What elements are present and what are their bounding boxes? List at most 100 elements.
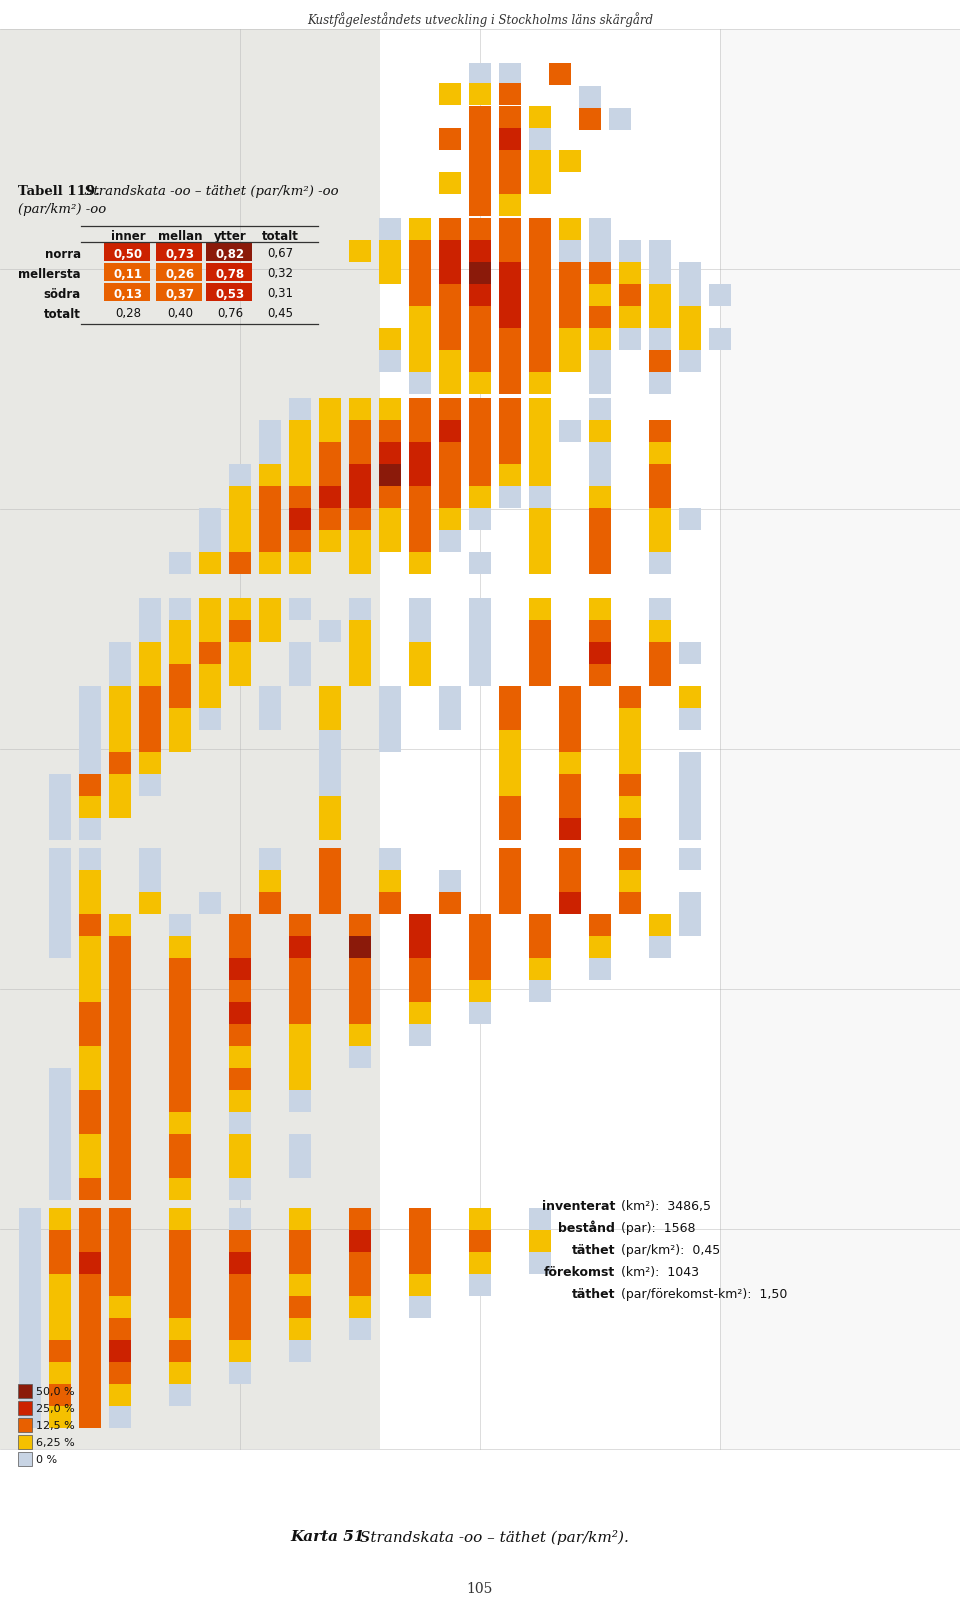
Bar xyxy=(439,687,461,708)
Bar xyxy=(109,1112,131,1135)
Bar xyxy=(79,1003,101,1024)
Bar xyxy=(469,194,491,217)
Bar xyxy=(18,1435,32,1449)
Bar xyxy=(439,465,461,486)
Bar xyxy=(139,664,161,687)
Bar xyxy=(49,892,71,915)
Bar xyxy=(109,1069,131,1090)
Text: (par):  1568: (par): 1568 xyxy=(617,1221,695,1234)
Bar xyxy=(289,599,311,621)
Bar xyxy=(549,64,571,87)
Bar xyxy=(259,849,281,870)
Bar xyxy=(139,775,161,796)
Bar xyxy=(79,819,101,841)
Bar xyxy=(499,241,521,263)
Bar xyxy=(619,307,641,329)
Bar xyxy=(529,981,551,1003)
Bar xyxy=(559,819,581,841)
Bar xyxy=(529,642,551,664)
Bar xyxy=(169,1231,191,1252)
Text: totalt: totalt xyxy=(261,230,299,242)
Bar xyxy=(109,1274,131,1297)
Bar xyxy=(529,329,551,351)
Bar xyxy=(439,421,461,443)
Bar xyxy=(109,687,131,708)
Bar xyxy=(109,936,131,958)
Bar xyxy=(409,307,431,329)
Bar xyxy=(19,1318,41,1340)
Bar xyxy=(229,1069,251,1090)
Bar xyxy=(79,1156,101,1178)
Bar xyxy=(79,1384,101,1406)
Bar xyxy=(289,1090,311,1112)
Bar xyxy=(109,1178,131,1201)
Bar xyxy=(289,1252,311,1274)
Bar xyxy=(469,1209,491,1231)
Bar xyxy=(409,218,431,241)
Bar xyxy=(409,509,431,531)
Bar xyxy=(559,687,581,708)
Bar xyxy=(619,819,641,841)
Bar xyxy=(156,244,202,262)
Bar xyxy=(559,775,581,796)
Bar xyxy=(109,775,131,796)
Bar xyxy=(319,398,341,421)
Bar xyxy=(589,351,611,372)
Bar xyxy=(589,465,611,486)
Bar xyxy=(289,1003,311,1024)
Bar xyxy=(409,531,431,552)
Bar xyxy=(199,552,221,575)
Bar xyxy=(529,421,551,443)
Bar xyxy=(109,753,131,775)
Bar xyxy=(169,1090,191,1112)
Bar xyxy=(319,730,341,753)
Text: 0,40: 0,40 xyxy=(167,307,193,321)
Bar xyxy=(379,421,401,443)
Bar xyxy=(349,599,371,621)
Bar xyxy=(529,599,551,621)
Text: 50,0 %: 50,0 % xyxy=(36,1387,75,1396)
Bar xyxy=(169,1003,191,1024)
Bar xyxy=(79,1209,101,1231)
Bar xyxy=(709,284,731,307)
Bar xyxy=(229,1252,251,1274)
Bar xyxy=(379,531,401,552)
Text: 0,76: 0,76 xyxy=(217,307,243,321)
Bar xyxy=(499,730,521,753)
Bar xyxy=(559,263,581,284)
Bar xyxy=(49,1156,71,1178)
Bar xyxy=(409,351,431,372)
Bar xyxy=(349,552,371,575)
Bar xyxy=(499,421,521,443)
Bar xyxy=(379,708,401,730)
Bar xyxy=(409,241,431,263)
Bar xyxy=(79,849,101,870)
Bar xyxy=(529,1252,551,1274)
Text: 0,67: 0,67 xyxy=(267,247,293,260)
Bar xyxy=(679,509,701,531)
Bar xyxy=(49,1252,71,1274)
Bar xyxy=(199,509,221,531)
Bar xyxy=(169,1340,191,1363)
Bar xyxy=(469,241,491,263)
Text: 0,78: 0,78 xyxy=(215,268,245,281)
Bar xyxy=(199,708,221,730)
Bar xyxy=(19,1340,41,1363)
Bar xyxy=(559,753,581,775)
Bar xyxy=(19,1252,41,1274)
Bar xyxy=(469,263,491,284)
Bar xyxy=(679,708,701,730)
Bar xyxy=(499,870,521,892)
Bar xyxy=(439,173,461,194)
Text: 0,82: 0,82 xyxy=(215,247,245,260)
Bar xyxy=(499,753,521,775)
Bar xyxy=(79,1024,101,1046)
Text: mellersta: mellersta xyxy=(18,268,81,281)
Bar xyxy=(499,443,521,465)
Bar xyxy=(319,465,341,486)
Bar xyxy=(379,687,401,708)
Bar xyxy=(49,1384,71,1406)
Bar xyxy=(319,421,341,443)
Bar xyxy=(559,284,581,307)
Bar xyxy=(229,1209,251,1231)
